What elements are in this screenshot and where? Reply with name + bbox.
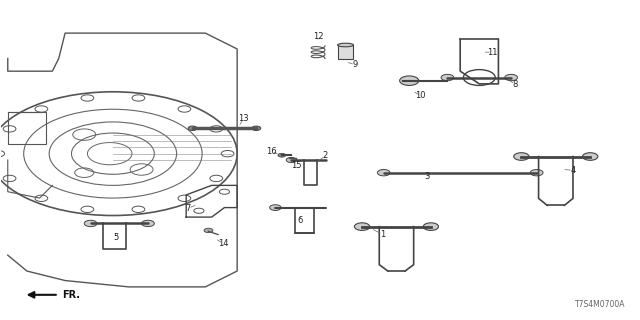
Text: 8: 8 bbox=[512, 80, 518, 89]
Circle shape bbox=[141, 220, 154, 227]
Circle shape bbox=[399, 76, 419, 85]
Text: 9: 9 bbox=[353, 60, 358, 69]
Text: 16: 16 bbox=[266, 147, 277, 156]
Text: 5: 5 bbox=[113, 233, 118, 242]
Circle shape bbox=[441, 74, 454, 81]
Circle shape bbox=[514, 153, 529, 160]
Ellipse shape bbox=[337, 43, 353, 47]
Text: 4: 4 bbox=[570, 166, 575, 175]
Circle shape bbox=[286, 157, 296, 163]
Text: 6: 6 bbox=[297, 216, 302, 225]
Text: 1: 1 bbox=[380, 230, 385, 239]
Bar bbox=[337, 45, 353, 59]
Circle shape bbox=[252, 126, 260, 131]
Circle shape bbox=[531, 170, 543, 176]
Circle shape bbox=[84, 220, 97, 227]
Circle shape bbox=[355, 223, 370, 230]
Circle shape bbox=[582, 153, 598, 160]
Text: 3: 3 bbox=[424, 172, 429, 181]
Text: FR.: FR. bbox=[62, 290, 80, 300]
Text: T7S4M0700A: T7S4M0700A bbox=[575, 300, 626, 309]
Text: 12: 12 bbox=[313, 32, 323, 41]
Circle shape bbox=[378, 170, 390, 176]
Text: 11: 11 bbox=[487, 48, 497, 57]
Circle shape bbox=[505, 74, 518, 81]
Text: 14: 14 bbox=[218, 239, 228, 248]
Text: 13: 13 bbox=[238, 114, 249, 123]
Text: 7: 7 bbox=[186, 204, 191, 213]
Text: 10: 10 bbox=[415, 91, 426, 100]
Circle shape bbox=[204, 228, 213, 233]
Circle shape bbox=[278, 153, 285, 157]
Circle shape bbox=[269, 205, 281, 211]
Circle shape bbox=[188, 126, 197, 131]
Text: 2: 2 bbox=[323, 151, 328, 160]
Circle shape bbox=[423, 223, 438, 230]
Text: 15: 15 bbox=[291, 161, 301, 170]
